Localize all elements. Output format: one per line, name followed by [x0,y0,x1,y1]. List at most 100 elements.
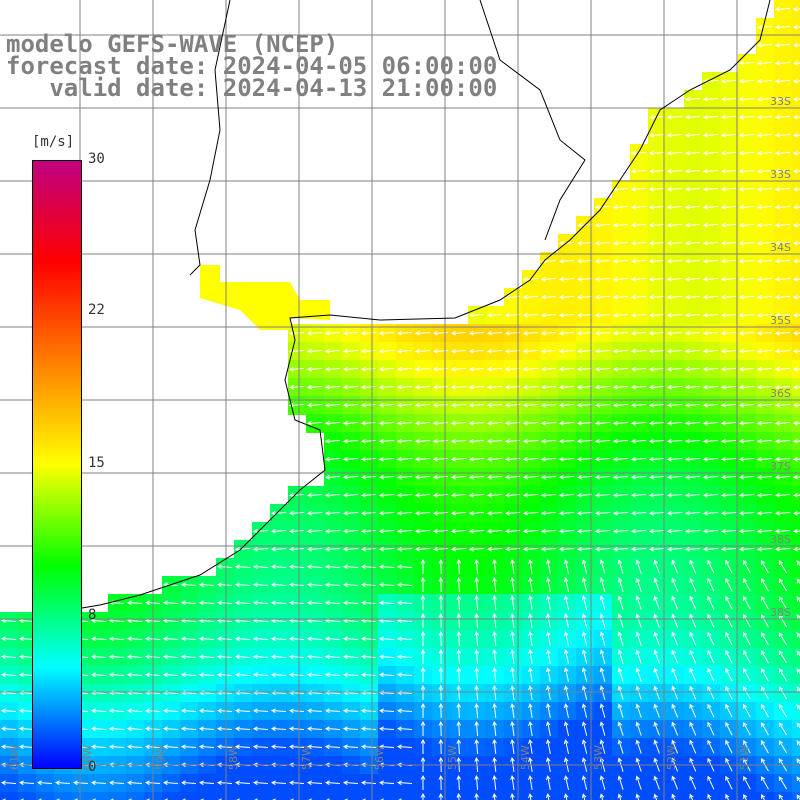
wind-arrow [630,384,647,390]
wind-speed-cell [540,450,559,469]
wind-arrow [576,510,593,516]
wind-arrow [792,330,800,336]
wind-arrow [270,726,287,732]
wind-arrow [576,294,593,300]
wind-speed-cell [540,288,559,307]
wind-arrow [707,595,715,610]
wind-arrow [522,312,539,318]
wind-speed-cell [774,54,793,73]
wind-arrow [414,420,431,426]
wind-arrow [360,636,377,642]
wind-arrow [474,612,480,629]
longitude-label: 54W [519,745,532,770]
wind-speed-cell [720,144,739,163]
wind-speed-cell [648,180,667,199]
wind-arrow [684,240,701,246]
wind-arrow [306,546,323,552]
wind-arrow [666,438,683,444]
wind-speed-cell [486,342,505,361]
wind-speed-cell [360,486,379,505]
wind-speed-cell [558,396,577,415]
wind-speed-cell [558,414,577,433]
wind-speed-cell [630,450,649,469]
wind-arrow [252,726,269,732]
wind-speed-cell [684,360,703,379]
wind-arrow [707,775,715,790]
wind-speed-cell [414,396,433,415]
wind-arrow [342,492,359,498]
wind-arrow [563,721,570,736]
wind-arrow [378,528,395,534]
wind-arrow [456,594,462,611]
wind-arrow [438,576,444,593]
wind-arrow [362,798,366,800]
wind-arrow [725,667,733,682]
wind-arrow [270,582,287,588]
wind-speed-cell [414,342,433,361]
wind-speed-cell [18,792,37,800]
wind-arrow [180,582,197,588]
wind-arrow [774,276,791,282]
wind-arrow [738,456,755,462]
wind-arrow [617,667,624,682]
wind-arrow [738,294,755,300]
wind-speed-cell [468,522,487,541]
wind-speed-cell [522,270,541,289]
wind-arrow [707,559,715,574]
wind-arrow [234,690,251,696]
wind-arrow [761,740,769,754]
wind-arrow [396,726,413,732]
wind-speed-cell [720,414,739,433]
wind-arrow [689,577,697,592]
wind-speed-cell [360,432,379,451]
wind-speed-cell [720,216,739,235]
wind-speed-cell [792,792,800,800]
wind-speed-cell [324,360,343,379]
wind-arrow [474,792,480,800]
wind-speed-cell [738,90,757,109]
wind-speed-cell [288,378,307,397]
wind-arrow [528,793,533,800]
wind-arrow [756,384,773,390]
wind-speed-cell [558,522,577,541]
wind-arrow [324,672,341,678]
wind-speed-cell [414,540,433,559]
wind-arrow [648,204,665,210]
wind-speed-cell [612,234,631,253]
wind-speed-cell [306,504,325,523]
wind-arrow [702,492,719,498]
wind-arrow [474,630,480,647]
wind-arrow [492,685,497,701]
wind-arrow [474,576,480,593]
latitude-label: 34S [770,241,791,254]
wind-arrow [450,456,467,462]
wind-speed-cell [774,792,793,800]
wind-arrow [581,577,588,592]
wind-speed-cell [432,342,451,361]
wind-speed-cell [378,324,397,343]
wind-arrow [420,576,426,593]
wind-arrow [510,775,515,791]
wind-arrow [617,685,624,700]
wind-speed-cell [684,90,703,109]
wind-arrow [108,672,125,678]
wind-arrow [432,492,449,498]
wind-arrow [18,726,35,732]
wind-speed-cell [324,450,343,469]
wind-arrow [252,708,269,714]
wind-arrow [563,577,570,592]
wind-arrow [617,649,624,664]
wind-arrow [522,438,539,444]
wind-arrow [162,780,179,786]
wind-arrow [234,654,251,660]
wind-arrow [306,492,323,498]
wind-arrow [702,474,719,480]
wind-arrow [306,510,323,516]
wind-arrow [617,703,624,718]
wind-arrow [594,276,611,282]
wind-arrow [689,613,697,628]
wind-arrow [630,366,647,372]
wind-speed-cell [666,144,685,163]
wind-speed-cell [594,414,613,433]
wind-speed-cell [684,270,703,289]
